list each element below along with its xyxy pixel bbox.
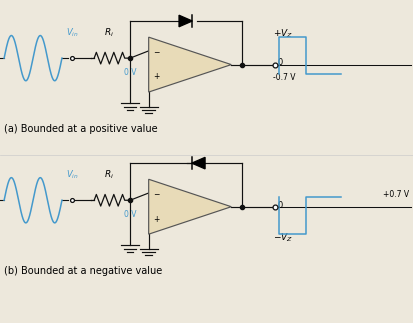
Text: 0 V: 0 V xyxy=(124,210,136,219)
Text: +: + xyxy=(154,72,160,81)
Polygon shape xyxy=(149,37,231,92)
Text: $V_{in}$: $V_{in}$ xyxy=(66,26,78,39)
Text: +: + xyxy=(154,214,160,224)
Text: 0: 0 xyxy=(278,201,283,210)
Text: 0: 0 xyxy=(278,58,283,68)
Text: $R_i$: $R_i$ xyxy=(104,168,114,181)
Text: (b) Bounded at a negative value: (b) Bounded at a negative value xyxy=(4,266,162,276)
Text: (a) Bounded at a positive value: (a) Bounded at a positive value xyxy=(4,124,158,134)
Text: $+V_Z$: $+V_Z$ xyxy=(273,28,293,40)
Text: $R_i$: $R_i$ xyxy=(104,26,114,39)
Polygon shape xyxy=(179,15,192,27)
Text: 0 V: 0 V xyxy=(124,68,136,77)
Text: +0.7 V: +0.7 V xyxy=(383,190,409,199)
Text: −: − xyxy=(154,48,160,57)
Text: $-V_Z$: $-V_Z$ xyxy=(273,231,293,244)
Text: $V_{in}$: $V_{in}$ xyxy=(66,168,78,181)
Polygon shape xyxy=(149,179,231,234)
Polygon shape xyxy=(192,157,205,169)
Text: -0.7 V: -0.7 V xyxy=(273,73,295,82)
Text: −: − xyxy=(154,190,160,199)
